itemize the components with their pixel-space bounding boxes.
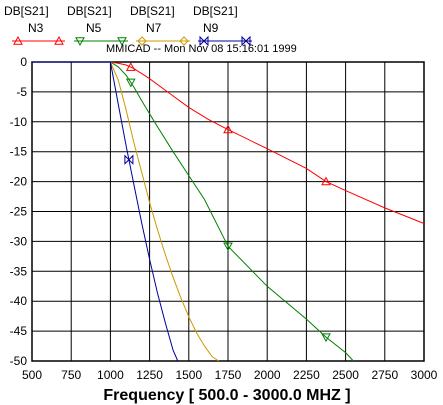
series-markers (124, 62, 331, 343)
grid (31, 61, 425, 362)
legend-marker-n5 (75, 37, 85, 47)
legend-marker-n3 (54, 35, 64, 45)
y-tick-label: 0 (20, 55, 27, 69)
x-tick-label: 2000 (254, 368, 281, 382)
y-tick-label: -35 (10, 264, 28, 278)
y-tick-label: -45 (10, 324, 28, 338)
x-tick-label: 2250 (293, 368, 320, 382)
x-tick-label: 1500 (175, 368, 202, 382)
series-marker-n3 (223, 124, 233, 134)
y-tick-label: -10 (10, 115, 28, 129)
legend-label-n9: N9 (203, 21, 219, 35)
y-tick-label: -25 (10, 205, 28, 219)
series-marker-n3 (125, 62, 136, 71)
y-tick-label: -15 (10, 145, 28, 159)
y-tick-label: -5 (16, 85, 27, 99)
x-tick-label: 500 (22, 368, 42, 382)
x-tick-label: 2500 (332, 368, 359, 382)
chart-subtitle: MMICAD -- Mon Nov 08 15:16:01 1999 (106, 43, 297, 55)
legend-marker-n3 (13, 35, 23, 45)
series-marker-n3 (321, 176, 331, 186)
series-header-n7: DB[S21] (130, 4, 175, 18)
series-marker-n5 (223, 242, 233, 252)
series-line-n3 (32, 61, 425, 224)
series-header-n3: DB[S21] (4, 4, 49, 18)
series-header-n5: DB[S21] (67, 4, 112, 18)
series-lines (32, 61, 425, 362)
series-line-n5 (32, 61, 354, 362)
y-tick-label: -50 (10, 354, 28, 368)
x-tick-label: 2750 (371, 368, 398, 382)
x-tick-label: 3000 (411, 368, 438, 382)
x-tick-label: 1000 (97, 368, 124, 382)
legend-label-n7: N7 (146, 21, 162, 35)
series-header-n9: DB[S21] (193, 4, 238, 18)
y-tick-label: -20 (10, 175, 28, 189)
x-tick-label: 1750 (215, 368, 242, 382)
legend-marker-n9 (241, 35, 251, 47)
legend-label-n5: N5 (86, 21, 102, 35)
y-tick-label: -40 (10, 294, 28, 308)
legend-label-n3: N3 (28, 21, 44, 35)
legend-swatches (12, 35, 252, 47)
y-tick-label: -30 (10, 234, 28, 248)
x-tick-label: 750 (61, 368, 81, 382)
axis-ticks: 500 750 1000 1250 1500 1750 2000 2250 2500 2750 30… (10, 55, 438, 382)
series-marker-n5 (125, 78, 136, 88)
legend-marker-n5 (117, 37, 127, 47)
x-axis-title: Frequency [ 500.0 - 3000.0 MHZ ] (103, 387, 350, 404)
legend-marker-n9 (199, 35, 209, 47)
series-marker-n5 (321, 333, 331, 343)
legend-marker-n7 (137, 36, 147, 46)
x-tick-label: 1250 (136, 368, 163, 382)
series-line-n7 (32, 61, 219, 362)
legend-marker-n7 (179, 36, 189, 46)
series-line-n9 (32, 61, 179, 362)
series-marker-n9 (124, 154, 134, 165)
